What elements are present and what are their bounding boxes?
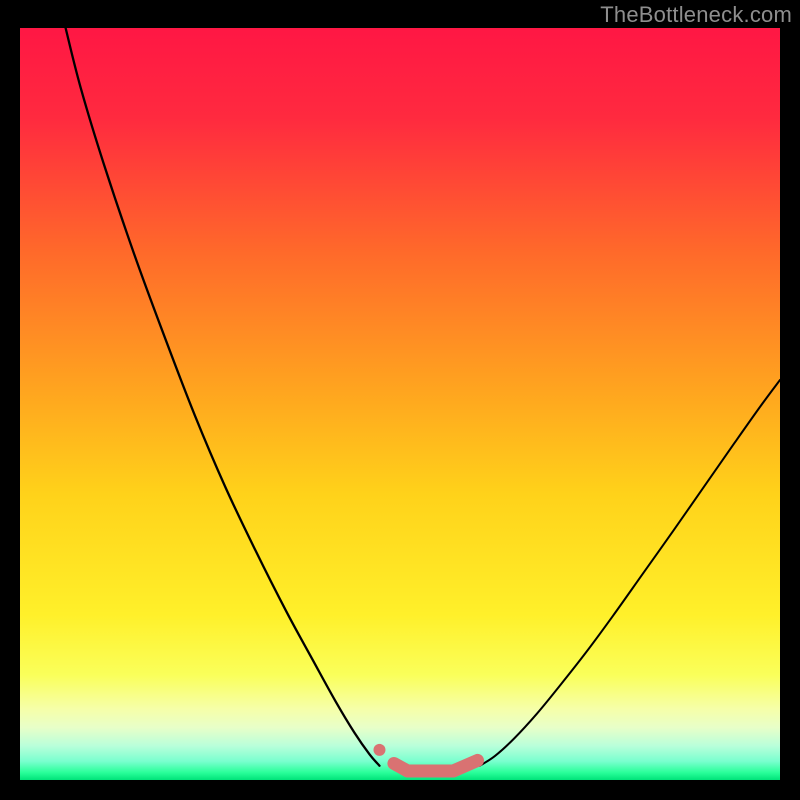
watermark-text: TheBottleneck.com bbox=[600, 2, 792, 28]
chart-container: { "meta": { "watermark": "TheBottleneck.… bbox=[0, 0, 800, 800]
left-curve bbox=[66, 28, 380, 766]
plot-area bbox=[20, 28, 780, 780]
marker-row bbox=[373, 744, 477, 771]
marker-dot bbox=[373, 744, 385, 756]
marker-segment bbox=[453, 760, 477, 771]
chart-svg bbox=[20, 28, 780, 780]
right-curve bbox=[480, 380, 780, 766]
